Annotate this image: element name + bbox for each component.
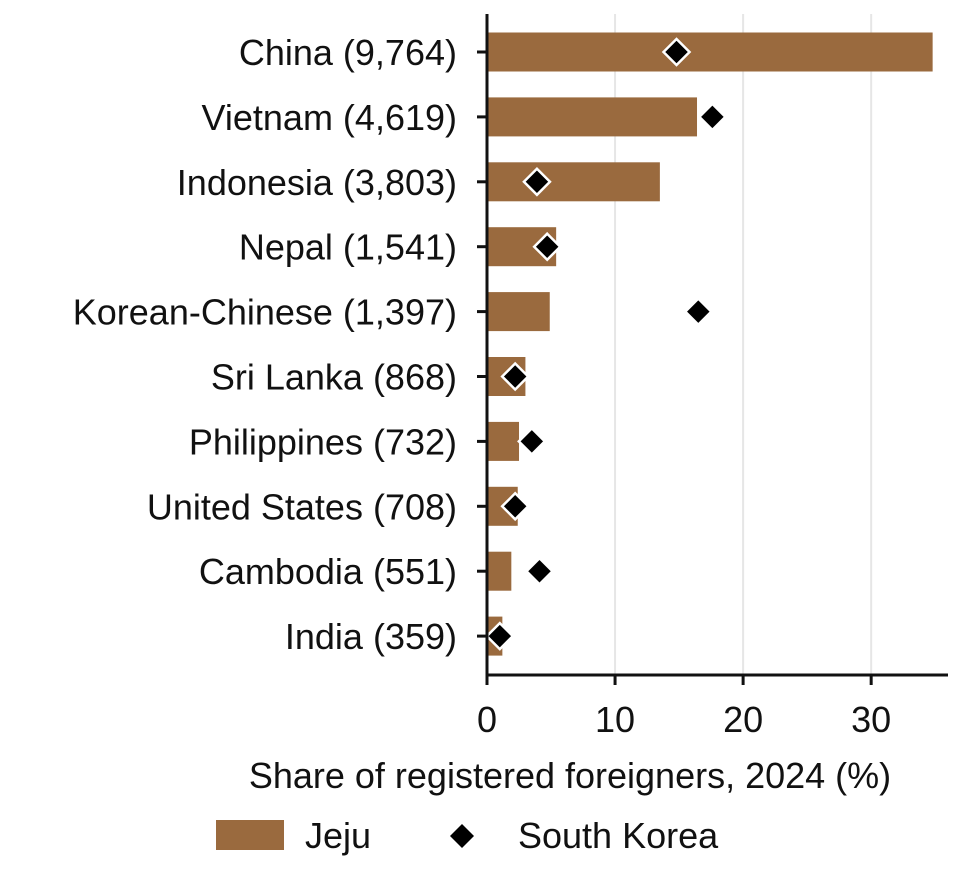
category-label-india: India (359) xyxy=(285,616,457,657)
x-tick-label-10: 10 xyxy=(595,699,635,740)
category-label-united-states: United States (708) xyxy=(147,486,457,527)
legend: Jeju South Korea xyxy=(216,815,719,856)
x-tick-label-30: 30 xyxy=(851,699,891,740)
category-label-indonesia: Indonesia (3,803) xyxy=(177,162,457,203)
bar-cambodia xyxy=(487,551,512,591)
category-label-sri-lanka: Sri Lanka (868) xyxy=(211,357,457,398)
marker-china xyxy=(661,37,692,67)
x-tick-label-0: 0 xyxy=(477,699,497,740)
bar-china xyxy=(487,32,933,72)
category-labels: China (9,764) Vietnam (4,619) Indonesia (3… xyxy=(73,32,487,657)
x-ticks: 0 10 20 30 xyxy=(477,675,891,740)
category-label-cambodia: Cambodia (551) xyxy=(199,551,457,592)
legend-swatch-jeju xyxy=(216,820,284,850)
bar-philippines xyxy=(487,421,520,461)
marker-india xyxy=(485,621,515,651)
marker-indonesia xyxy=(522,167,552,197)
marker-sri-lanka xyxy=(500,361,530,392)
markers xyxy=(485,37,728,651)
bar-korean-chinese xyxy=(487,292,550,332)
category-label-vietnam: Vietnam (4,619) xyxy=(202,97,457,138)
marker-vietnam xyxy=(697,102,728,132)
marker-nepal xyxy=(532,231,562,262)
legend-label-south-korea: South Korea xyxy=(518,815,719,856)
category-label-korean-chinese: Korean-Chinese (1,397) xyxy=(73,292,457,333)
category-label-china: China (9,764) xyxy=(239,32,457,73)
marker-cambodia xyxy=(524,556,555,586)
bar-vietnam xyxy=(487,97,698,137)
marker-korean-chinese xyxy=(683,296,714,327)
marker-united-states xyxy=(500,491,530,522)
x-tick-label-20: 20 xyxy=(723,699,763,740)
x-axis-title: Share of registered foreigners, 2024 (%) xyxy=(249,755,891,796)
marker-philippines xyxy=(517,426,547,457)
legend-label-jeju: Jeju xyxy=(305,815,371,856)
legend-swatch-south-korea xyxy=(450,824,474,848)
category-label-philippines: Philippines (732) xyxy=(189,421,457,462)
bars xyxy=(487,32,933,656)
bar-indonesia xyxy=(487,162,660,202)
category-label-nepal: Nepal (1,541) xyxy=(239,227,457,268)
